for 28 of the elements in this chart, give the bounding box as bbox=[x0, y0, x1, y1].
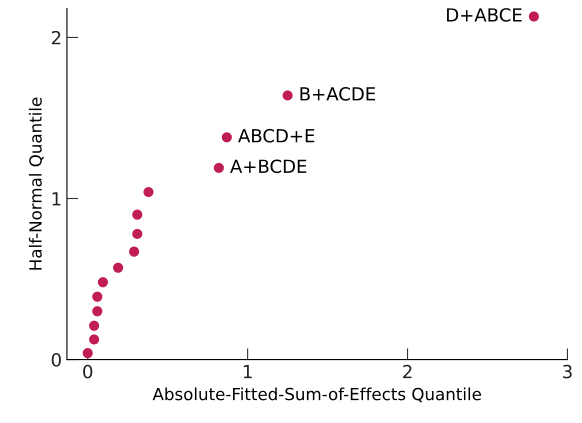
point bbox=[113, 262, 124, 273]
x-tick-label: 1 bbox=[244, 364, 252, 378]
point bbox=[222, 132, 232, 142]
y-tick-label: 2 bbox=[52, 30, 60, 44]
point bbox=[92, 292, 102, 302]
x-axis-title: Absolute-Fitted-Sum-of-Effects Quantile bbox=[152, 387, 481, 402]
point bbox=[129, 246, 140, 257]
point bbox=[98, 277, 108, 288]
point bbox=[132, 228, 142, 240]
point bbox=[89, 320, 100, 331]
x-tick-label: 3 bbox=[563, 364, 572, 378]
y-tick-label: 0 bbox=[52, 353, 61, 367]
point bbox=[82, 348, 93, 358]
point bbox=[528, 11, 539, 22]
point bbox=[214, 162, 224, 173]
point bbox=[89, 334, 100, 345]
point bbox=[282, 90, 293, 101]
y-axis-title: Half-Normal Quantile bbox=[28, 98, 44, 270]
x-tick-label: 2 bbox=[403, 364, 412, 378]
annotation: B+ACDE bbox=[300, 87, 376, 101]
y-tick-label: 1 bbox=[52, 192, 60, 206]
annotation: D+ABCE bbox=[447, 8, 522, 22]
point bbox=[92, 306, 102, 316]
point bbox=[132, 210, 142, 220]
point bbox=[143, 186, 154, 198]
x-tick-label: 0 bbox=[83, 364, 92, 378]
annotation: A+BCDE bbox=[230, 159, 306, 174]
annotation: ABCD+E bbox=[238, 128, 314, 143]
